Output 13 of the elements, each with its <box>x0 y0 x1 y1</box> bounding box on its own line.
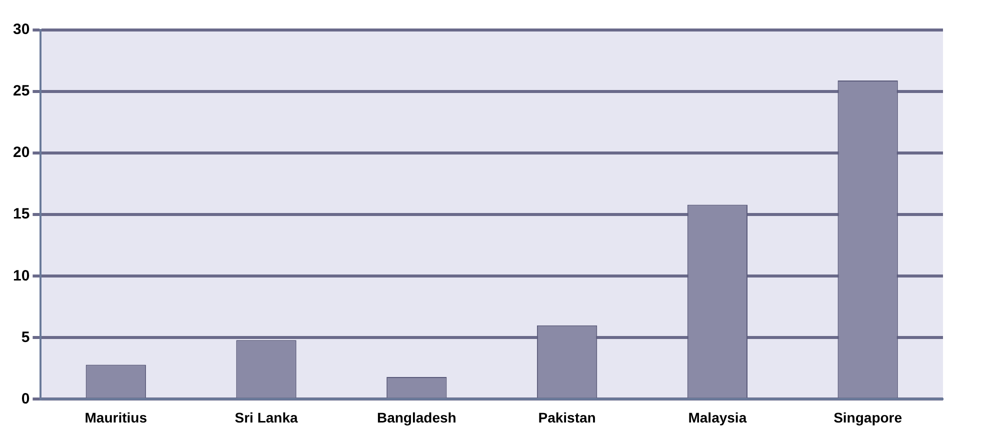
y-tick-label: 10 <box>12 267 30 284</box>
x-tick-label: Mauritius <box>84 409 148 426</box>
y-tick-label: 25 <box>12 82 30 100</box>
x-tick-label: Singapore <box>834 409 902 426</box>
x-tick-label: Malaysia <box>688 409 747 426</box>
y-tick-label: 20 <box>12 144 30 162</box>
x-tick-label: Pakistan <box>538 409 596 426</box>
x-tick-label: Sri Lanka <box>234 409 298 426</box>
y-tick-label: 30 <box>12 21 30 38</box>
y-tick-label: 5 <box>21 328 30 346</box>
y-tick-label: 15 <box>12 206 30 223</box>
x-tick-label: Bangladesh <box>376 409 456 426</box>
y-tick-label: 0 <box>21 390 30 408</box>
